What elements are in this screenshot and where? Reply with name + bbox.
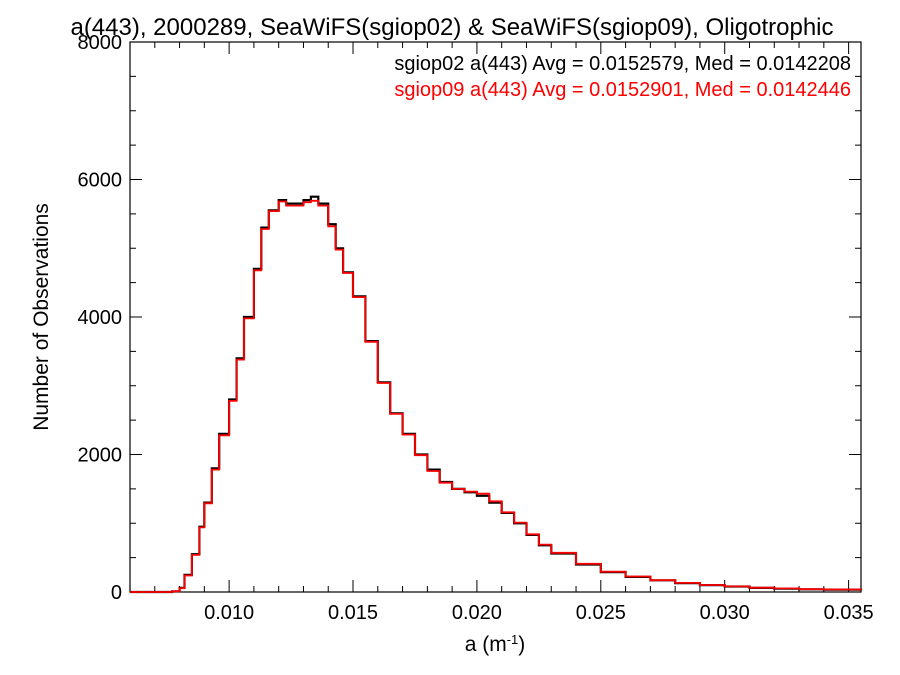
x-axis: 0.010 0.015 0.020 0.025 0.030 0.035 <box>129 42 874 624</box>
y-tick-label: 4000 <box>78 307 123 329</box>
y-tick-label: 8000 <box>78 32 123 54</box>
legend-entry-2: sgiop09 a(443) Avg = 0.0152901, Med = 0.… <box>394 79 851 101</box>
chart-title: a(443), 2000289, SeaWiFS(sgiop02) & SeaW… <box>70 14 833 41</box>
y-tick-label: 2000 <box>78 445 123 467</box>
y-axis-label: Number of Observations <box>30 203 53 431</box>
x-tick-label: 0.010 <box>204 602 254 624</box>
x-tick-label: 0.015 <box>328 602 378 624</box>
x-tick-label: 0.025 <box>576 602 626 624</box>
x-axis-label: a (m-1) <box>465 632 526 657</box>
series-line-1 <box>130 195 863 594</box>
legend: sgiop02 a(443) Avg = 0.0152579, Med = 0.… <box>394 53 851 101</box>
series-lines <box>130 195 863 594</box>
x-tick-label: 0.020 <box>452 602 502 624</box>
x-tick-label: 0.035 <box>824 602 874 624</box>
plot-frame <box>129 41 862 593</box>
y-tick-label: 0 <box>111 582 122 604</box>
x-tick-label: 0.030 <box>700 602 750 624</box>
y-axis: 0 2000 4000 6000 8000 <box>78 32 861 604</box>
series-line-2 <box>130 199 862 593</box>
legend-entry-1: sgiop02 a(443) Avg = 0.0152579, Med = 0.… <box>394 53 851 75</box>
y-tick-label: 6000 <box>78 170 123 192</box>
